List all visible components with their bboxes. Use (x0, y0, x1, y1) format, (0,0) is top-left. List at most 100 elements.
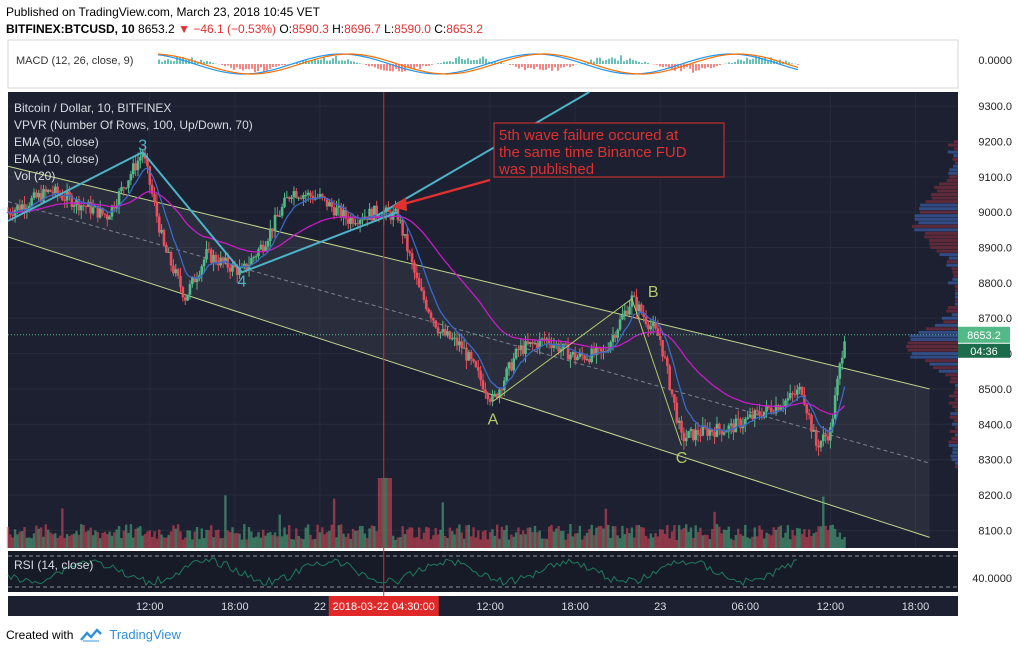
vpvr-bar (951, 422, 958, 426)
vpvr-bar (948, 256, 958, 260)
volume-bar (673, 525, 676, 548)
volume-bar (800, 533, 804, 548)
candle-body (89, 201, 93, 214)
candle-body (287, 197, 291, 199)
volume-bar (460, 532, 463, 548)
candle-body (658, 335, 662, 341)
time-tick-label: 12:00 (136, 601, 164, 613)
candle-body (103, 213, 107, 215)
candle-body (682, 432, 686, 442)
volume-bar (760, 529, 764, 548)
candle-body (585, 359, 589, 361)
candle-body (796, 389, 799, 395)
vpvr-bar (934, 323, 958, 327)
volume-bar (155, 538, 159, 548)
volume-bar (247, 527, 251, 548)
macd-bar (167, 59, 169, 64)
candle-body (623, 310, 627, 316)
volume-bar (347, 533, 350, 548)
candle-body (37, 193, 41, 198)
macd-bar (383, 64, 385, 71)
candle-body (214, 254, 218, 263)
volume-bar (415, 537, 419, 548)
vpvr-bar (946, 263, 958, 267)
volume-bar (221, 537, 225, 548)
candle-body (9, 212, 12, 215)
volume-bar (630, 527, 634, 548)
candle-body (84, 206, 88, 208)
volume-bar (18, 531, 22, 548)
vpvr-bar (934, 185, 958, 189)
volume-bar (408, 527, 411, 548)
candle-body (410, 253, 414, 263)
candle-body (61, 195, 64, 200)
volume-bar (609, 538, 612, 548)
candle-body (744, 418, 747, 426)
candle-body (117, 191, 121, 206)
candle-body (413, 262, 416, 273)
volume-bar (557, 526, 560, 548)
volume-bar (654, 533, 657, 548)
candle-body (486, 393, 490, 400)
volume-bar (13, 529, 17, 548)
candle-body (635, 296, 638, 312)
volume-bar (453, 534, 456, 548)
candle-body (82, 205, 85, 207)
volume-bar (571, 536, 575, 548)
chart-svg[interactable]: 9300.0 9200.0 9100.0 9000.0 8900.0 8800.0 8700… (0, 0, 1018, 620)
volume-bar (262, 529, 265, 548)
wave-label-c: C (676, 450, 688, 467)
candle-body (429, 312, 433, 319)
vpvr-bar (955, 461, 958, 465)
vpvr-bar (955, 295, 958, 299)
macd-bar (284, 64, 286, 66)
vpvr-bar (905, 345, 958, 349)
volume-bar (765, 532, 768, 548)
vpvr-bar (920, 203, 958, 207)
candle-body (753, 410, 757, 419)
candle-body (684, 437, 688, 442)
volume-bar (77, 534, 81, 548)
volume-bar (356, 530, 359, 548)
macd-bar (440, 63, 442, 64)
candle-body (696, 429, 700, 436)
macd-bar (233, 64, 235, 70)
candle-body (370, 208, 374, 221)
vpvr-bar (929, 242, 958, 246)
candle-body (77, 198, 81, 211)
candle-body (68, 191, 71, 196)
macd-bar (611, 57, 613, 64)
volume-bar (91, 535, 95, 548)
volume-bar (51, 534, 55, 548)
price-tick-label: 8400.0 (978, 419, 1012, 431)
volume-bar (810, 536, 813, 548)
volume-bar (30, 538, 33, 548)
candle-body (812, 429, 816, 432)
candle-body (328, 201, 331, 207)
macd-bar (665, 64, 667, 67)
volume-bar (250, 531, 253, 548)
candle-body (807, 413, 811, 415)
volume-bar (647, 538, 650, 548)
candle-body (455, 337, 459, 346)
tradingview-brand[interactable]: TradingView (109, 627, 181, 642)
volume-bar (217, 529, 220, 548)
volume-bar (63, 537, 66, 548)
volume-bar (715, 524, 719, 548)
vpvr-bar (925, 359, 958, 363)
macd-bar (176, 56, 178, 64)
macd-bar (707, 64, 709, 68)
candle-body (722, 432, 726, 435)
candle-body (148, 166, 152, 185)
candle-body (101, 207, 104, 214)
macd-bar (422, 64, 424, 66)
volume-bar (803, 529, 806, 548)
candle-body (573, 352, 577, 361)
candle-body (701, 425, 705, 436)
volume-bar (770, 535, 773, 548)
macd-bar (230, 64, 232, 68)
candle-body (257, 249, 260, 257)
time-axis-bar (8, 596, 958, 616)
vpvr-bar (951, 313, 958, 317)
volume-bar (755, 536, 759, 548)
